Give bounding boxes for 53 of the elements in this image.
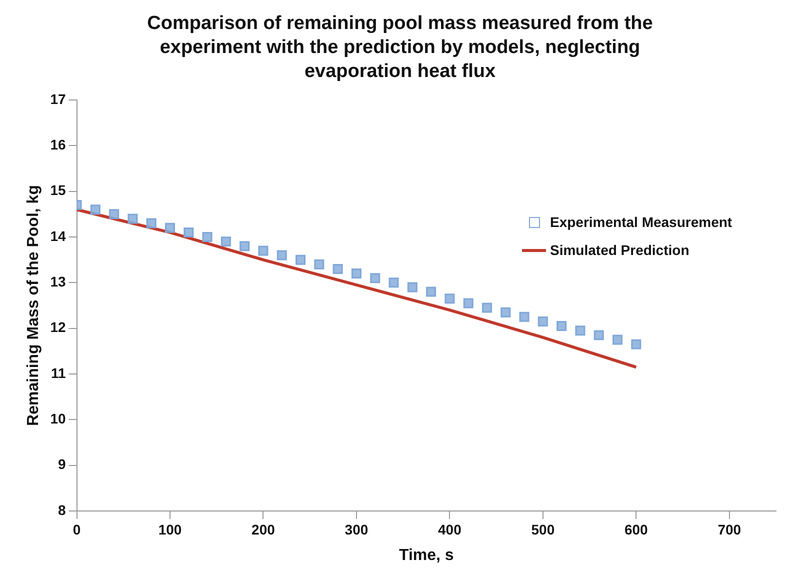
- point: [575, 326, 586, 336]
- point: [444, 294, 455, 304]
- y-axis-title: Remaining Mass of the Pool, kg: [25, 185, 42, 426]
- point: [128, 214, 138, 224]
- chart-title: Comparison of remaining pool mass measured from the experiment with the prediction by models, neglecting evaporation heat flux: [146, 12, 654, 84]
- point: [407, 282, 418, 292]
- point: [388, 278, 399, 288]
- point: [202, 232, 212, 242]
- x-tick-label: 600: [624, 521, 648, 538]
- y-tick-label: 10: [50, 410, 66, 427]
- y-tick-label: 9: [58, 456, 66, 472]
- point: [519, 312, 530, 322]
- x-tick-label: 400: [438, 521, 462, 538]
- point: [146, 218, 156, 228]
- y-tick-label: 14: [50, 228, 66, 244]
- legend-label: Experimental Measurement: [550, 214, 732, 230]
- x-tick-label: 0: [72, 521, 81, 538]
- x-tick-label: 100: [158, 521, 182, 538]
- point: [370, 273, 380, 284]
- point: [258, 246, 268, 256]
- y-tick-label: 12: [50, 319, 66, 336]
- y-tick-label: 8: [58, 502, 66, 518]
- point: [296, 254, 306, 265]
- y-tick-label: 17: [50, 90, 66, 107]
- point: [220, 236, 231, 247]
- point: [594, 330, 604, 340]
- point: [276, 250, 287, 260]
- y-tick-label: 16: [50, 136, 66, 153]
- point: [332, 264, 343, 274]
- y-tick-label: 15: [50, 182, 66, 198]
- x-tick-label: 200: [252, 521, 276, 538]
- x-axis-title: Time, s: [398, 546, 454, 564]
- point: [351, 268, 362, 279]
- y-tick-label: 11: [50, 364, 66, 381]
- x-tick-label: 500: [531, 521, 555, 538]
- point: [426, 286, 436, 297]
- point: [631, 339, 642, 350]
- point: [612, 334, 622, 345]
- point: [500, 307, 511, 318]
- point: [165, 222, 175, 233]
- y-tick-label: 13: [50, 274, 66, 290]
- point: [314, 259, 324, 270]
- point: [240, 241, 250, 252]
- x-tick-label: 300: [344, 521, 368, 538]
- point: [463, 298, 474, 308]
- x-tick-label: 700: [718, 521, 742, 538]
- point: [556, 321, 567, 332]
- point: [184, 227, 194, 238]
- legend-label: Simulated Prediction: [550, 242, 690, 258]
- point: [538, 316, 548, 326]
- point: [482, 302, 492, 313]
- point: [90, 204, 100, 215]
- point: [109, 209, 120, 220]
